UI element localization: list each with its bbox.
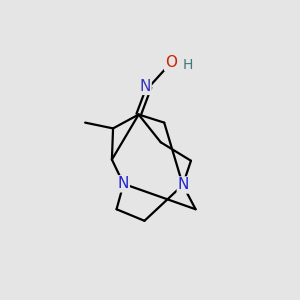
Text: N: N bbox=[117, 176, 129, 191]
Text: N: N bbox=[139, 79, 151, 94]
Text: N: N bbox=[178, 178, 189, 193]
Text: H: H bbox=[182, 58, 193, 72]
Text: O: O bbox=[165, 55, 177, 70]
